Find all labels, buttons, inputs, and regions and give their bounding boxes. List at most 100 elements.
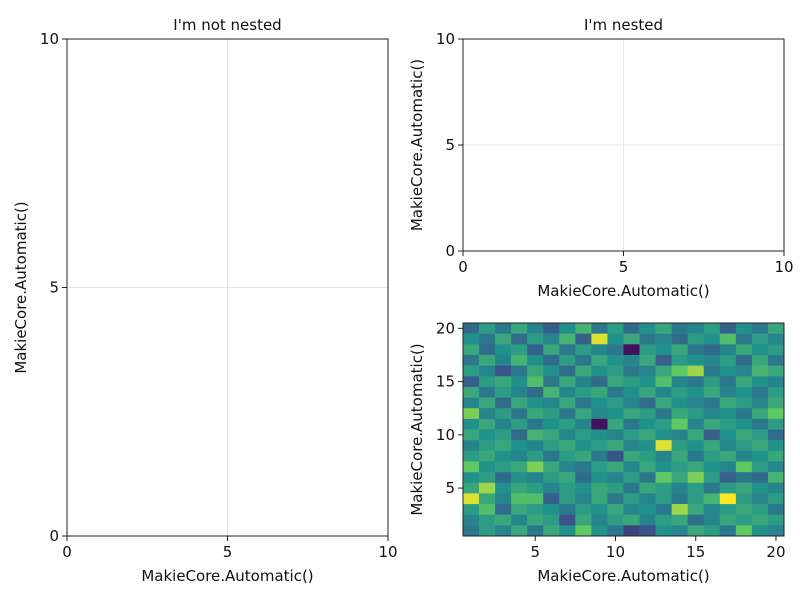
heatmap-cell: [623, 525, 640, 537]
heatmap-cell: [591, 472, 608, 484]
heatmap-cell: [703, 514, 721, 526]
heatmap-cell: [639, 376, 656, 388]
heatmap-cell: [703, 344, 721, 356]
heatmap-cell: [719, 418, 737, 430]
heatmap-cell: [703, 333, 721, 345]
heatmap-cell: [751, 376, 769, 388]
heatmap-cell: [511, 450, 528, 462]
axis-2: 0 5 10 0 5 10 I'm nested MakieCore.Automatic() M…: [408, 16, 794, 300]
heatmap-cell: [751, 440, 769, 452]
heatmap-cell: [655, 386, 672, 398]
heatmap-cell: [751, 472, 769, 484]
heatmap-cell: [639, 386, 656, 398]
heatmap-cell: [575, 344, 592, 356]
heatmap-cell: [559, 376, 576, 388]
heatmap-cell: [575, 386, 592, 398]
heatmap-cell: [623, 397, 640, 409]
heatmap-cell: [575, 504, 592, 515]
heatmap-cell: [543, 323, 560, 334]
heatmap-cell: [463, 344, 480, 356]
heatmap-cell: [575, 472, 592, 484]
heatmap-cell: [543, 450, 560, 462]
heatmap-cell: [575, 450, 592, 462]
heatmap-cell: [703, 397, 721, 409]
heatmap-cell: [655, 397, 672, 409]
heatmap-cell: [463, 472, 480, 484]
heatmap-cell: [575, 376, 592, 388]
heatmap-cell: [463, 376, 480, 388]
heatmap-cell: [639, 365, 656, 377]
heatmap-cell: [527, 323, 544, 334]
heatmap-cell: [607, 344, 624, 356]
heatmap-cell: [463, 354, 480, 366]
heatmap-cell: [703, 440, 721, 452]
heatmap-cell: [463, 418, 480, 430]
heatmap-cell: [639, 344, 656, 356]
heatmap-cell: [479, 397, 496, 409]
heatmap-cell: [703, 461, 721, 473]
heatmap-cell: [767, 386, 785, 398]
axis-1: 0 5 10 0 5 10 I'm not nested MakieCore.Automati…: [12, 16, 398, 585]
heatmap-cell: [719, 408, 737, 420]
heatmap-cell: [655, 418, 672, 430]
heatmap-cell: [527, 397, 544, 409]
heatmap-cell: [655, 429, 672, 441]
heatmap-cell: [479, 386, 496, 398]
heatmap-cell: [671, 482, 688, 494]
heatmap-cell: [607, 493, 624, 505]
heatmap-cell: [719, 344, 737, 356]
heatmap-cell: [527, 514, 544, 526]
heatmap-cell: [735, 354, 753, 366]
heatmap-cell: [687, 323, 705, 334]
heatmap-cell: [767, 472, 785, 484]
axis-title: I'm nested: [584, 16, 663, 34]
heatmap-cell: [527, 482, 544, 494]
heatmap-cell: [575, 333, 592, 345]
heatmap-cell: [511, 408, 528, 420]
heatmap-cell: [719, 397, 737, 409]
heatmap-cell: [751, 333, 769, 345]
heatmap-cell: [543, 397, 560, 409]
y-tick-label: 20: [436, 319, 455, 337]
y-tick-label: 5: [445, 136, 455, 154]
heatmap-cell: [623, 354, 640, 366]
heatmap-cell: [495, 397, 512, 409]
heatmap-cell: [687, 333, 705, 345]
heatmap-cell: [511, 386, 528, 398]
heatmap-cell: [479, 525, 496, 537]
y-tick-label: 15: [436, 373, 455, 391]
heatmap-cell: [527, 429, 544, 441]
heatmap-cell: [751, 525, 769, 537]
heatmap-cell: [671, 440, 688, 452]
heatmap-cell: [639, 323, 656, 334]
heatmap-cell: [463, 386, 480, 398]
heatmap-cell: [527, 354, 544, 366]
heatmap-cell: [703, 376, 721, 388]
heatmap-cell: [511, 504, 528, 515]
heatmap-cell: [623, 514, 640, 526]
heatmap-cell: [655, 323, 672, 334]
heatmap-cell: [463, 450, 480, 462]
heatmap-cell: [623, 429, 640, 441]
heatmap-cell: [687, 376, 705, 388]
heatmap-cell: [735, 323, 753, 334]
heatmap-cell: [575, 408, 592, 420]
heatmap-cell: [479, 472, 496, 484]
heatmap-cell: [511, 461, 528, 473]
heatmap-cell: [719, 493, 737, 505]
heatmap-cell: [559, 365, 576, 377]
x-tick-label: 5: [619, 258, 629, 276]
heatmap-cell: [479, 493, 496, 505]
heatmap-cell: [719, 472, 737, 484]
heatmap-cell: [767, 333, 785, 345]
heatmap-cell: [671, 514, 688, 526]
y-tick-label: 10: [40, 30, 59, 48]
heatmap-cell: [767, 376, 785, 388]
heatmap-cell: [479, 365, 496, 377]
heatmap-cell: [591, 450, 608, 462]
heatmap-cell: [735, 344, 753, 356]
heatmap-cell: [639, 514, 656, 526]
heatmap-cell: [559, 323, 576, 334]
heatmap-cell: [543, 386, 560, 398]
heatmap-cell: [687, 408, 705, 420]
